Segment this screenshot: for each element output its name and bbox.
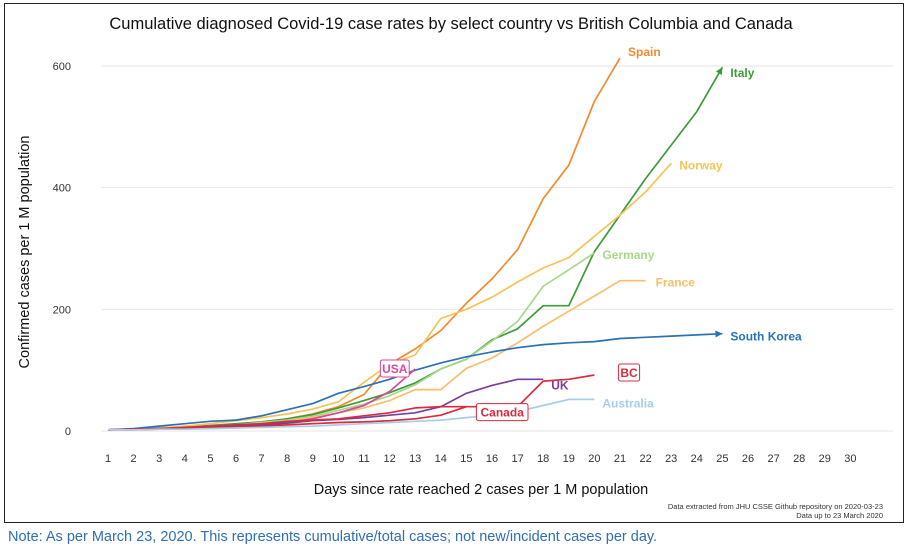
x-tick-label: 26 [742, 453, 754, 465]
series-label: USA [382, 362, 408, 376]
x-tick-label: 29 [819, 453, 831, 465]
footnote: Note: As per March 23, 2020. This repres… [8, 529, 658, 545]
x-tick-label: 25 [716, 453, 728, 465]
x-tick-label: 24 [691, 453, 703, 465]
x-tick-label: 17 [511, 453, 523, 465]
source-note: Data extracted from JHU CSSE Github repo… [667, 502, 883, 511]
y-tick-label: 400 [53, 183, 71, 195]
x-tick-label: 18 [537, 453, 549, 465]
series-label: Norway [679, 158, 723, 172]
series-label-box [617, 363, 641, 382]
series-line-south-korea [107, 332, 723, 431]
series-label-box [475, 403, 529, 422]
x-tick-label: 28 [793, 453, 805, 465]
series-label: BC [620, 366, 638, 380]
x-tick-label: 6 [233, 453, 239, 465]
x-tick-label: 9 [310, 453, 316, 465]
y-axis-label: Confirmed cases per 1 M population [17, 136, 33, 369]
y-tick-label: 600 [53, 61, 71, 73]
series-label-box [379, 359, 410, 378]
x-tick-label: 27 [767, 453, 779, 465]
series-label: Germany [602, 248, 654, 262]
gridlines [101, 65, 893, 432]
x-tick-label: 7 [259, 453, 265, 465]
series-line-spain [107, 57, 621, 431]
x-tick-label: 1 [105, 453, 111, 465]
series-line-france [107, 279, 646, 431]
x-tick-label: 30 [844, 453, 856, 465]
x-tick-label: 21 [614, 453, 626, 465]
series-label: Australia [602, 396, 654, 410]
x-tick-label: 16 [486, 453, 498, 465]
x-tick-label: 10 [332, 453, 344, 465]
y-tick-label: 200 [53, 304, 71, 316]
series-line-norway [107, 162, 672, 431]
series-lines [107, 57, 724, 431]
x-tick-label: 19 [563, 453, 575, 465]
series-arrow [715, 67, 723, 76]
series-arrow [715, 330, 723, 338]
series-label: Italy [730, 66, 754, 80]
x-axis-label: Days since rate reached 2 cases per 1 M … [314, 482, 649, 498]
x-tick-label: 20 [588, 453, 600, 465]
series-label: Spain [628, 45, 661, 59]
series-label: South Korea [730, 330, 802, 344]
series-label: Canada [481, 406, 525, 420]
chart-title: Cumulative diagnosed Covid-19 case rates… [109, 15, 793, 33]
data-date-note: Data up to 23 March 2020 [796, 511, 883, 520]
x-tick-label: 15 [460, 453, 472, 465]
x-tick-label: 13 [409, 453, 421, 465]
x-tick-label: 8 [284, 453, 290, 465]
series-label: UK [551, 378, 569, 392]
y-tick-label: 0 [65, 426, 71, 438]
x-tick-label: 11 [358, 453, 369, 465]
x-tick-label: 22 [639, 453, 651, 465]
x-tick-label: 2 [131, 453, 137, 465]
x-tick-label: 14 [435, 453, 447, 465]
chart-frame: Spain Italy Norway Germany France South Korea… [4, 3, 904, 523]
x-tick-label: 3 [156, 453, 162, 465]
x-tick-label: 23 [665, 453, 677, 465]
x-tick-label: 5 [207, 453, 213, 465]
x-tick-label: 4 [182, 453, 188, 465]
x-tick-label: 12 [383, 453, 395, 465]
series-label: France [656, 276, 696, 290]
